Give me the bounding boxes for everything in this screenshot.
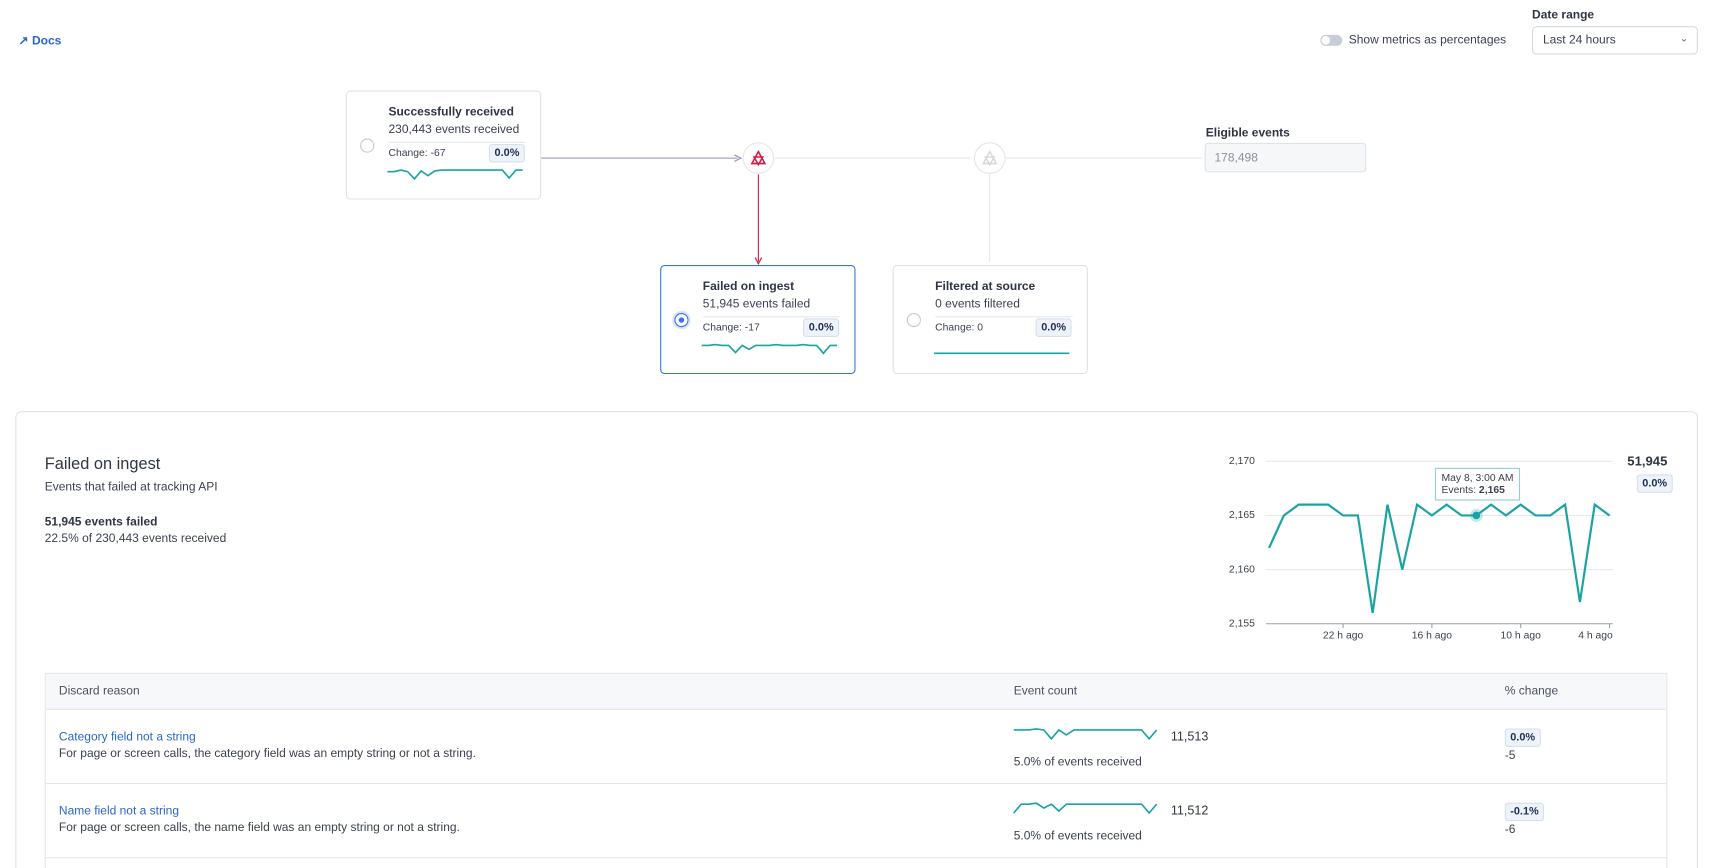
y-tick-label: 2,155 [1229, 619, 1255, 630]
tooltip-title: May 8, 3:00 AM [1441, 472, 1514, 485]
column-header: % change [1504, 684, 1559, 698]
table: Discard reason Event count % change Categor… [44, 672, 1668, 868]
event-count: 11,512 [1170, 804, 1209, 818]
row-divider [45, 857, 1667, 859]
change-value: -5 [1504, 749, 1516, 763]
chart-total: 51,945 [1627, 453, 1668, 469]
sparkline [1013, 728, 1158, 741]
table-header [45, 673, 1667, 710]
divider [388, 141, 526, 143]
card-subtitle: 0 events filtered [935, 297, 1020, 311]
filtered-card[interactable]: Filtered at source 0 events filtered Chang… [892, 264, 1088, 375]
radio[interactable] [360, 138, 375, 153]
date-range-label: Date range [1532, 8, 1595, 22]
divider [702, 316, 841, 318]
divider [935, 316, 1073, 318]
event-count: 11,513 [1170, 730, 1209, 744]
card-title: Filtered at source [935, 280, 1036, 294]
node-logo [981, 149, 998, 167]
node-logo [750, 149, 767, 167]
received-card[interactable]: Successfully received 230,443 events rece… [345, 90, 542, 200]
date-select[interactable]: Last 24 hours ⌄ [1532, 26, 1698, 55]
radio[interactable] [906, 312, 921, 328]
y-tick-label: 2,160 [1229, 564, 1255, 575]
card-change: Change: -67 [388, 147, 446, 160]
chart-badge: 0.0% [1636, 474, 1673, 493]
card-title: Failed on ingest [702, 280, 795, 294]
radio[interactable] [674, 312, 689, 328]
x-tick-label: 4 h ago [1578, 630, 1613, 641]
toggle-label: Show metrics as percentages [1348, 33, 1507, 47]
line [1268, 502, 1611, 614]
card-subtitle: 51,945 events failed [702, 297, 811, 311]
reason-link[interactable]: Category field not a string [58, 730, 196, 744]
card-subtitle: 230,443 events received [388, 123, 520, 137]
eligible-label: Eligible events [1205, 126, 1290, 140]
change-badge: -0.1% [1504, 802, 1545, 822]
tooltip: May 8, 3:00 AM Events: 2,165 [1434, 467, 1521, 501]
failed-card[interactable]: Failed on ingest 51,945 events failed Chan… [660, 264, 856, 375]
date-select-value[interactable]: Last 24 hours [1542, 33, 1616, 47]
reason-description: For page or screen calls, the name field… [58, 821, 460, 835]
eligible-value: 178,498 [1214, 151, 1258, 165]
sparkline [701, 343, 837, 355]
reason-link[interactable]: Name field not a string [58, 804, 180, 818]
x-tick-label: 10 h ago [1501, 630, 1542, 641]
card-badge: 0.0% [489, 143, 525, 163]
reason-description: For page or screen calls, the category f… [58, 746, 476, 761]
tooltip-value: 2,165 [1478, 484, 1505, 497]
detail-share: 22.5% of 230,443 events received [44, 532, 227, 546]
change-badge: 0.0% [1504, 728, 1541, 747]
event-share: 5.0% of events received [1013, 829, 1142, 843]
docs-link[interactable]: ↗ Docs [18, 34, 62, 48]
sparkline [387, 169, 523, 181]
arrow [734, 154, 743, 162]
event-share: 5.0% of events received [1013, 755, 1142, 769]
column-header: Discard reason [58, 684, 140, 698]
node-icon [973, 142, 1006, 174]
radio-dot[interactable] [678, 317, 685, 323]
change-value: -6 [1504, 823, 1516, 837]
column-header: Event count [1013, 684, 1078, 698]
y-tick-label: 2,170 [1229, 456, 1255, 467]
eligible-box: 178,498 [1204, 142, 1367, 173]
card-badge: 0.0% [803, 318, 840, 337]
card-change: Change: 0 [935, 321, 984, 334]
toggle[interactable] [1320, 34, 1343, 46]
docs-text[interactable]: Docs [31, 34, 62, 48]
sparkline [1013, 802, 1158, 815]
y-tick-label: 2,165 [1229, 510, 1255, 521]
detail-total: 51,945 events failed [44, 515, 158, 529]
detail-subtitle: Events that failed at tracking API [44, 480, 218, 494]
tooltip-label: Events: [1441, 484, 1477, 497]
node-icon [742, 142, 775, 174]
card-title: Successfully received [388, 105, 514, 119]
x-tick-label: 22 h ago [1323, 630, 1364, 641]
arrow [754, 257, 763, 266]
x-tick-label: 16 h ago [1412, 630, 1453, 641]
detail-title: Failed on ingest [44, 454, 161, 474]
hover-point [1472, 511, 1481, 520]
card-badge: 0.0% [1035, 318, 1072, 337]
detail-panel [15, 411, 1698, 868]
card-change: Change: -17 [702, 321, 760, 334]
row-divider [45, 782, 1667, 785]
